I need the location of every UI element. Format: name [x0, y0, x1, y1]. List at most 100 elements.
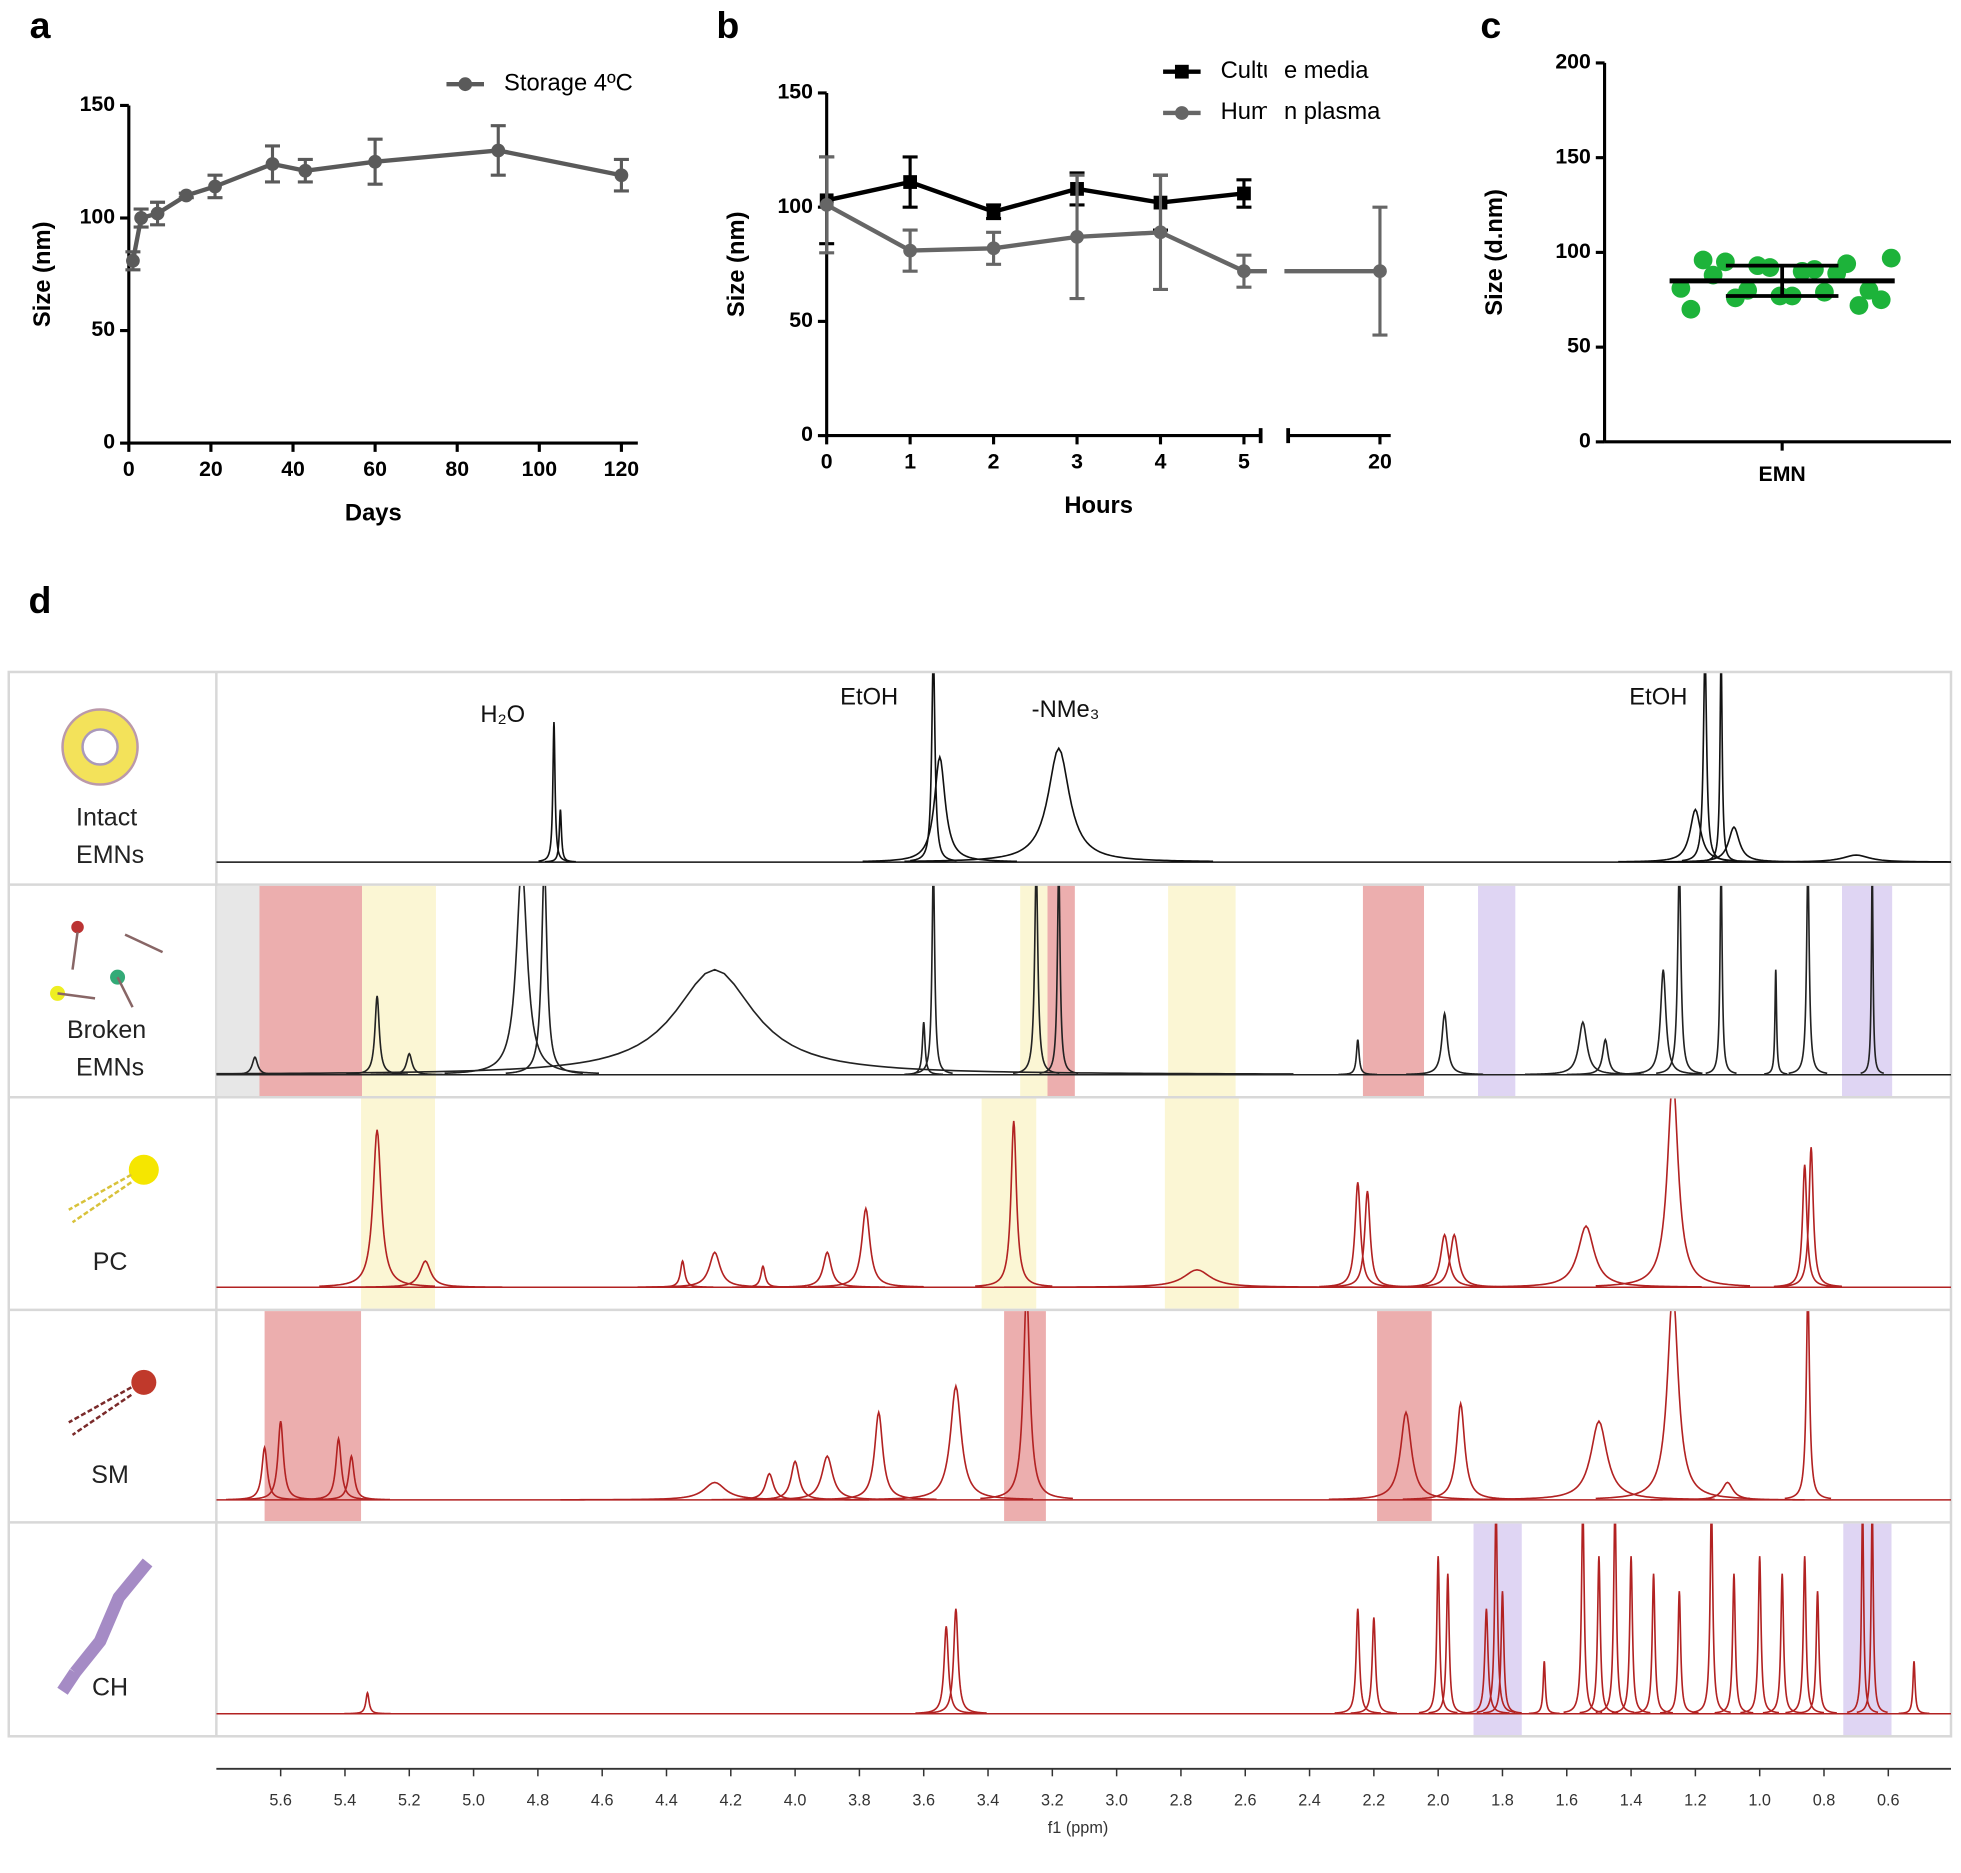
peak: [1798, 1591, 1837, 1714]
y-axis-label: Size (d.nm): [1481, 189, 1508, 316]
x-axis-label: Hours: [1064, 492, 1133, 519]
marker: [150, 206, 165, 221]
frame: [7, 670, 1953, 1738]
highlight-band: [362, 885, 436, 1096]
icon: [131, 1369, 157, 1395]
panel-label: a: [30, 4, 52, 46]
sd-bar: [1725, 263, 1839, 298]
peak: [1785, 1556, 1825, 1714]
row-label: CH: [92, 1673, 128, 1701]
peak: [711, 1472, 828, 1501]
peak: [750, 1454, 905, 1501]
peak: [651, 1259, 714, 1288]
peak: [915, 1626, 978, 1714]
y-tick-label: 100: [1555, 239, 1590, 263]
y-tick-label: 0: [1579, 428, 1591, 452]
y-tick-label: 200: [1555, 50, 1590, 74]
highlight-band: [1841, 885, 1893, 1096]
peak: [1656, 885, 1703, 1075]
peak: [312, 1453, 391, 1501]
legend-marker: [1174, 106, 1189, 120]
peak: [1595, 1523, 1635, 1714]
y-tick-label: 50: [1567, 334, 1591, 358]
y-tick-label: 50: [789, 308, 813, 332]
x-tick-label: 1.0: [1748, 1792, 1771, 1810]
y-tick-label: 50: [91, 317, 115, 341]
x-tick-label: 3.4: [977, 1792, 1000, 1810]
x-tick-label: 3.2: [1041, 1792, 1064, 1810]
row-label: Broken EMNs: [67, 1016, 153, 1082]
peak: [1634, 1573, 1673, 1714]
x-tick-label: 2.6: [1234, 1792, 1257, 1810]
highlight-band: [1843, 1523, 1892, 1736]
peak: [732, 1264, 794, 1288]
annotation: H₂O: [480, 701, 525, 728]
peak: [225, 1444, 304, 1501]
x-tick-label: 1.8: [1491, 1792, 1514, 1810]
marker: [903, 175, 918, 189]
x-tick-label: 2: [988, 450, 1000, 474]
peak: [913, 885, 953, 1075]
point: [1881, 248, 1901, 268]
peak: [637, 1251, 792, 1288]
point: [1693, 250, 1713, 270]
row-label: PC: [93, 1248, 128, 1276]
x-tick-label: 5.0: [462, 1792, 485, 1810]
marker: [1153, 225, 1168, 240]
x-tick-label: 60: [363, 457, 387, 481]
peak: [1611, 1556, 1651, 1714]
row-label: Intact EMNs: [76, 803, 144, 869]
peak: [737, 1459, 853, 1501]
peak: [1386, 1232, 1503, 1288]
peak: [560, 1481, 870, 1501]
y-axis-label: Size (nm): [723, 211, 750, 317]
marker: [298, 163, 313, 178]
x-tick-label: 100: [522, 457, 557, 481]
x-tick-label: 2.2: [1363, 1792, 1386, 1810]
icon: [81, 728, 119, 766]
marker: [208, 179, 222, 194]
peak: [1856, 1523, 1888, 1714]
panel-label: d: [29, 579, 52, 621]
x-tick-label: 1.4: [1620, 1792, 1643, 1810]
legend-marker: [458, 77, 473, 92]
highlight-band: [216, 885, 260, 1096]
peak: [878, 1383, 1034, 1500]
x-tick-label: 1.6: [1555, 1792, 1578, 1810]
x-tick-label: 3.0: [1105, 1792, 1128, 1810]
peak: [1762, 1573, 1802, 1714]
peak: [1418, 1556, 1458, 1714]
row-label: SM: [91, 1461, 129, 1489]
y-tick-label: 100: [777, 194, 812, 218]
peak: [344, 1690, 391, 1715]
x-tick-label: 1.2: [1684, 1792, 1707, 1810]
marker: [368, 154, 382, 169]
peak: [319, 1129, 436, 1288]
marker: [1237, 186, 1251, 201]
x-tick-label: 5: [1238, 450, 1250, 474]
panel-label: c: [1480, 4, 1501, 46]
point: [1681, 299, 1701, 319]
x-tick-label: 4: [1155, 450, 1167, 474]
legend-label: Human plasma: [1221, 98, 1382, 125]
peak: [444, 885, 600, 1075]
point: [1859, 280, 1879, 300]
peak: [1846, 1523, 1879, 1714]
icon: [68, 1386, 133, 1436]
break-gap: [1266, 55, 1285, 424]
spectrum-row: [216, 885, 1951, 1096]
peak: [1705, 885, 1737, 1075]
legend-marker: [1174, 64, 1189, 79]
peak: [1463, 1608, 1510, 1714]
peak: [538, 721, 570, 862]
peak: [862, 754, 1017, 863]
marker: [614, 168, 629, 183]
icon: [68, 1173, 133, 1224]
peak: [370, 1052, 448, 1076]
peak: [1528, 1661, 1560, 1715]
x-axis-label: Days: [345, 500, 402, 527]
x-tick-label: EMN: [1759, 462, 1806, 486]
peak: [1338, 1039, 1378, 1076]
peak: [1563, 1523, 1603, 1714]
